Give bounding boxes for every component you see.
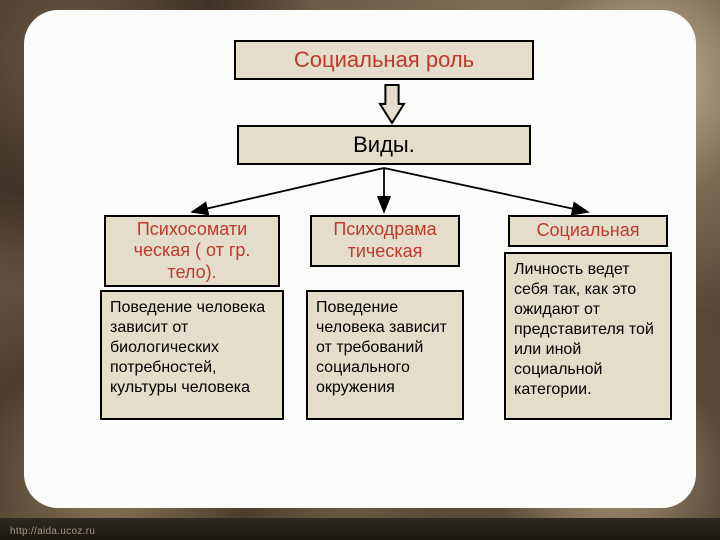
type-desc-box: Поведение человека зависит от биологичес… — [100, 290, 284, 420]
type-desc-box: Поведение человека зависит от требований… — [306, 290, 464, 420]
slide-background: Социальная роль Виды. Психосомати ческая… — [0, 0, 720, 540]
type-desc-text: Личность ведет себя так, как это ожидают… — [514, 260, 662, 400]
title-text: Социальная роль — [294, 47, 474, 73]
type-desc-box: Личность ведет себя так, как это ожидают… — [504, 252, 672, 420]
type-title-text: Психодрама тическая — [333, 219, 436, 262]
subtitle-text: Виды. — [353, 132, 415, 158]
type-title-box: Психодрама тическая — [310, 215, 460, 267]
down-arrow-icon — [372, 83, 412, 125]
title-box: Социальная роль — [234, 40, 534, 80]
content-card: Социальная роль Виды. Психосомати ческая… — [24, 10, 696, 508]
subtitle-box: Виды. — [237, 125, 531, 165]
footer-bar — [0, 518, 720, 540]
footer-url: http://aida.ucoz.ru — [10, 526, 95, 537]
type-title-text: Социальная — [537, 220, 640, 242]
type-desc-text: Поведение человека зависит от биологичес… — [110, 298, 274, 398]
type-title-box: Психосомати ческая ( от гр. тело). — [104, 215, 280, 287]
type-desc-text: Поведение человека зависит от требований… — [316, 298, 454, 398]
type-title-box: Социальная — [508, 215, 668, 247]
type-title-text: Психосомати ческая ( от гр. тело). — [112, 219, 272, 284]
